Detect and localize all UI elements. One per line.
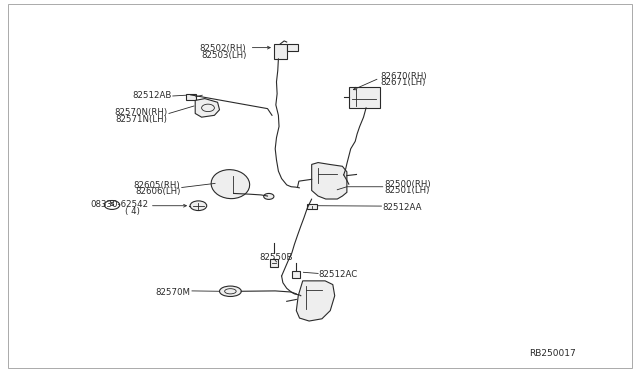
Text: 82606(LH): 82606(LH) (135, 187, 180, 196)
Ellipse shape (211, 170, 250, 199)
Text: 82512AA: 82512AA (383, 203, 422, 212)
Text: ( 4): ( 4) (125, 207, 140, 216)
Text: 82502(RH): 82502(RH) (200, 44, 246, 53)
Text: 82500(RH): 82500(RH) (384, 180, 431, 189)
Circle shape (104, 201, 120, 209)
Text: 82501(LH): 82501(LH) (384, 186, 429, 195)
Polygon shape (312, 163, 347, 199)
Polygon shape (296, 281, 335, 321)
Bar (349, 87, 380, 108)
Ellipse shape (225, 289, 236, 294)
Text: 82550B: 82550B (260, 253, 293, 262)
Circle shape (264, 193, 274, 199)
Bar (307, 204, 317, 209)
Bar (274, 44, 287, 59)
Text: S: S (109, 202, 115, 208)
Bar (292, 271, 300, 278)
Circle shape (190, 201, 207, 211)
Text: 82571N(LH): 82571N(LH) (116, 115, 168, 124)
Text: 82605(RH): 82605(RH) (134, 181, 180, 190)
Polygon shape (195, 99, 220, 117)
Bar (186, 94, 196, 100)
Text: 82512AC: 82512AC (319, 270, 358, 279)
Text: 82570N(RH): 82570N(RH) (115, 108, 168, 117)
Text: 82570M: 82570M (156, 288, 191, 296)
Circle shape (202, 104, 214, 112)
Text: 82503(LH): 82503(LH) (201, 51, 246, 60)
Text: 82671(LH): 82671(LH) (381, 78, 426, 87)
Text: 82670(RH): 82670(RH) (381, 72, 428, 81)
Text: 82512AB: 82512AB (132, 92, 172, 100)
Bar (270, 259, 278, 267)
Bar (287, 44, 298, 51)
Text: 08330-62542: 08330-62542 (90, 201, 148, 209)
Ellipse shape (220, 286, 241, 296)
Text: RB250017: RB250017 (529, 349, 576, 358)
